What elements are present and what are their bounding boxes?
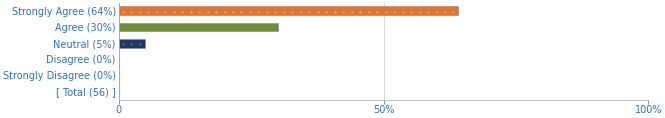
- Point: [118, 43, 128, 45]
- Point: [219, 11, 230, 13]
- Point: [397, 11, 408, 13]
- Point: [177, 11, 188, 13]
- Point: [423, 11, 434, 13]
- Point: [346, 11, 357, 13]
- Point: [134, 11, 145, 13]
- Point: [202, 11, 213, 13]
- Point: [245, 11, 255, 13]
- Point: [355, 11, 366, 13]
- Point: [389, 11, 400, 13]
- Point: [448, 11, 459, 13]
- Point: [126, 43, 136, 45]
- Point: [152, 11, 162, 13]
- Point: [338, 11, 348, 13]
- Point: [126, 11, 136, 13]
- Point: [118, 11, 128, 13]
- Point: [160, 11, 170, 13]
- Point: [380, 11, 391, 13]
- Point: [295, 11, 306, 13]
- Bar: [118, 6, 458, 15]
- Bar: [118, 39, 145, 48]
- Point: [168, 11, 179, 13]
- Point: [279, 11, 289, 13]
- Point: [440, 11, 450, 13]
- Point: [431, 11, 442, 13]
- Point: [329, 11, 340, 13]
- Point: [406, 11, 416, 13]
- Point: [313, 11, 323, 13]
- Point: [414, 11, 425, 13]
- Point: [321, 11, 332, 13]
- Point: [304, 11, 315, 13]
- Point: [261, 11, 272, 13]
- Point: [363, 11, 374, 13]
- Point: [236, 11, 247, 13]
- Point: [211, 11, 221, 13]
- Point: [143, 11, 154, 13]
- Point: [287, 11, 298, 13]
- Point: [134, 43, 145, 45]
- Point: [186, 11, 196, 13]
- Point: [372, 11, 382, 13]
- Point: [253, 11, 264, 13]
- Point: [270, 11, 281, 13]
- Point: [194, 11, 204, 13]
- Bar: [118, 23, 277, 31]
- Point: [227, 11, 238, 13]
